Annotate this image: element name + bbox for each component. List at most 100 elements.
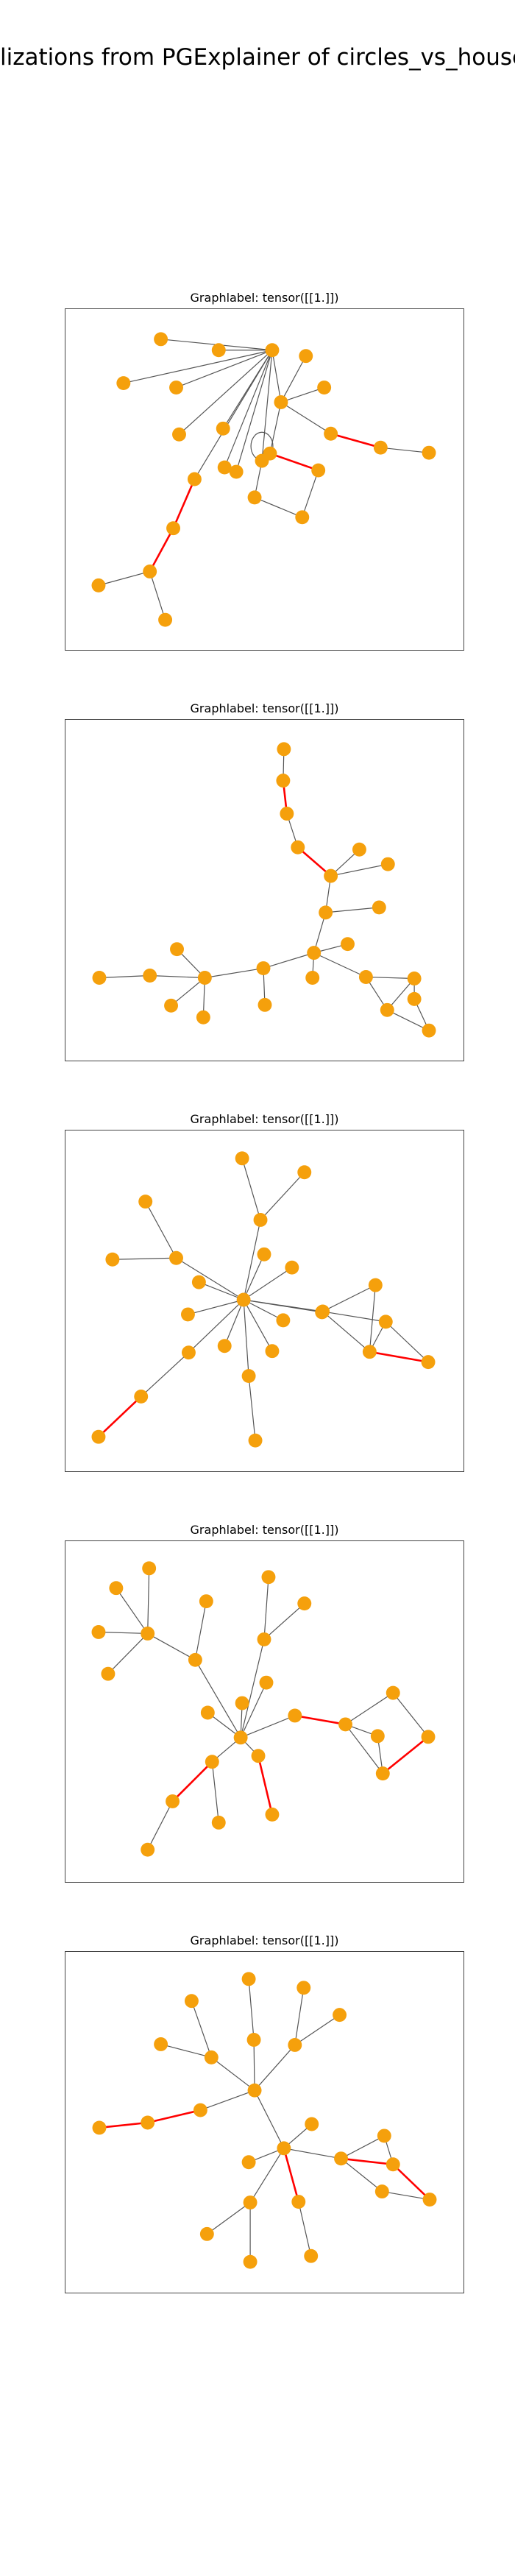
graph-canvas xyxy=(91,1151,436,1448)
graph-edge xyxy=(235,350,273,473)
graph-edge xyxy=(243,1299,284,1321)
highlighted-edge xyxy=(171,1761,213,1802)
graph-edge xyxy=(294,1987,305,2045)
graph-node xyxy=(319,905,333,920)
graph-edge xyxy=(243,1299,273,1351)
graph-edge xyxy=(243,1267,293,1301)
graph-node xyxy=(263,446,277,461)
graph-node xyxy=(200,1705,215,1720)
highlighted-edge xyxy=(330,433,381,449)
graph-node xyxy=(311,463,326,478)
highlighted-edge xyxy=(172,478,196,529)
graph-node xyxy=(170,942,184,957)
graph-edge xyxy=(107,1633,149,1674)
graph-edge xyxy=(248,1376,256,1441)
graph-node xyxy=(196,1010,210,1025)
highlighted-edge xyxy=(147,2109,201,2124)
graph-node xyxy=(288,1708,302,1723)
graph-node xyxy=(217,1339,232,1354)
graph-edge xyxy=(243,1254,265,1301)
highlighted-edge xyxy=(99,2121,148,2129)
graph-edge xyxy=(176,1257,244,1301)
graph-edge xyxy=(280,355,307,403)
graph-edge xyxy=(271,350,282,403)
graph-node xyxy=(373,440,388,455)
graph-node xyxy=(265,1807,280,1822)
graph-node xyxy=(105,1252,120,1267)
graph-node xyxy=(116,376,131,391)
graph-edge xyxy=(254,497,303,518)
graph-node xyxy=(407,972,422,986)
graph-node xyxy=(191,1275,206,1289)
graph-edge xyxy=(98,570,150,586)
graph-edge xyxy=(283,2148,341,2159)
graph-node xyxy=(380,1002,394,1017)
graph-node xyxy=(334,2151,349,2166)
graph-edge xyxy=(322,1311,370,1353)
panel-title: Graphlabel: tensor([[1.]]) xyxy=(190,1112,339,1126)
graph-edge xyxy=(147,1632,196,1660)
graph-node xyxy=(138,1195,153,1209)
graph-edge xyxy=(206,2202,251,2234)
graph-edge xyxy=(254,2090,285,2149)
graph-node xyxy=(243,2254,258,2269)
panel-title: Graphlabel: tensor([[1.]]) xyxy=(190,1933,339,1947)
graph-edge xyxy=(141,1352,189,1397)
graph-edge xyxy=(240,1682,267,1738)
graph-node xyxy=(229,464,244,479)
graph-node xyxy=(374,2184,389,2199)
graph-edge xyxy=(322,1284,376,1312)
graph-edge xyxy=(330,863,388,877)
graph-node xyxy=(377,2129,391,2143)
graph-edge xyxy=(171,977,205,1006)
graph-node xyxy=(422,445,436,460)
graph-edge xyxy=(382,2191,430,2201)
graph-edge xyxy=(380,447,430,453)
graph-edge xyxy=(280,401,331,434)
highlighted-edge xyxy=(341,2157,394,2166)
graph-node xyxy=(265,1344,280,1359)
graph-edge xyxy=(263,1603,305,1640)
graph-panel xyxy=(65,1130,464,1472)
graph-node xyxy=(92,971,107,985)
highlighted-edge xyxy=(392,2163,430,2201)
graph-node xyxy=(277,742,291,757)
graph-node xyxy=(285,1260,299,1275)
graph-node xyxy=(251,1749,266,1763)
graph-node xyxy=(288,2037,302,2052)
graph-edge xyxy=(149,571,166,620)
graph-edge xyxy=(263,1577,269,1640)
graph-edge xyxy=(369,1285,376,1352)
graph-node xyxy=(243,2195,258,2209)
graph-node xyxy=(181,1345,196,1360)
graph-node xyxy=(333,2008,347,2023)
graph-node xyxy=(257,1247,271,1262)
graph-node xyxy=(362,1345,377,1359)
graph-edge xyxy=(199,1281,244,1301)
graph-edge xyxy=(294,2014,340,2045)
graph-edge xyxy=(194,1601,207,1660)
graph-node xyxy=(291,2195,306,2209)
graph-node xyxy=(199,2226,214,2241)
graph-edge xyxy=(298,2201,312,2257)
graph-edge xyxy=(392,1692,429,1738)
graph-edge xyxy=(205,967,264,979)
graph-node xyxy=(352,842,366,857)
graph-node xyxy=(164,998,179,1013)
graph-node xyxy=(172,427,186,442)
highlighted-edge xyxy=(283,2148,300,2202)
highlighted-edge xyxy=(257,1755,274,1815)
graph-edge xyxy=(147,1801,174,1850)
graph-node xyxy=(143,969,157,983)
graph-node xyxy=(372,900,386,915)
graph-node xyxy=(217,460,232,475)
figure-title: lizations from PGExplainer of circles_vs… xyxy=(0,44,515,71)
panel-title: Graphlabel: tensor([[1.]]) xyxy=(190,1523,339,1537)
graph-edge xyxy=(385,1321,429,1363)
graph-node xyxy=(166,1794,180,1808)
graph-node xyxy=(154,2037,168,2051)
graph-node xyxy=(154,332,168,347)
graph-node xyxy=(277,2141,291,2156)
highlighted-edge xyxy=(294,1714,346,1726)
